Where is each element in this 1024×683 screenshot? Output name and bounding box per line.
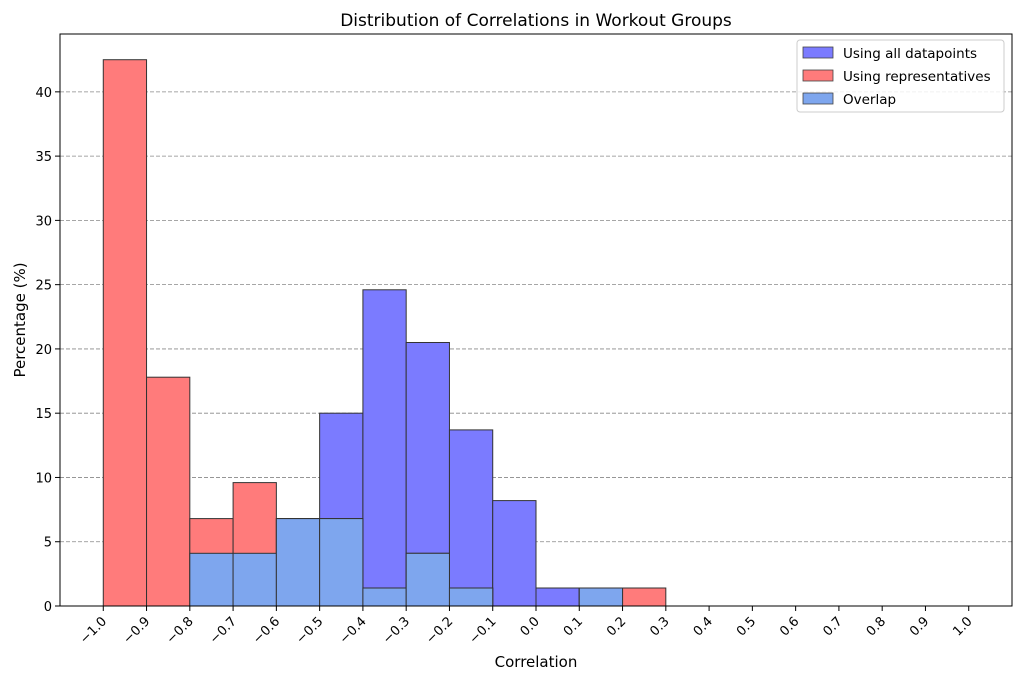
y-tick-label: 25 (35, 279, 52, 294)
x-tick-label: −0.9 (120, 614, 153, 647)
x-tick-label: 0.3 (647, 614, 672, 639)
y-axis-label: Percentage (%) (11, 262, 29, 377)
bar-overlap (448, 587, 494, 607)
legend-label-all: Using all datapoints (843, 46, 977, 62)
legend-box (796, 39, 1005, 113)
legend-label-representatives: Using representatives (843, 69, 991, 85)
x-tick-label: −0.5 (294, 614, 327, 647)
bar-all-datapoints (535, 587, 580, 607)
y-tick-label: 40 (35, 86, 52, 101)
bar-overlap (319, 518, 364, 607)
chart-title: Distribution of Correlations in Workout … (340, 11, 732, 31)
legend-swatch-all (802, 46, 834, 59)
x-axis-label: Correlation (495, 653, 578, 671)
x-tick-label: −0.1 (467, 614, 500, 647)
bar-overlap (275, 518, 321, 607)
x-tick-label: −0.8 (164, 614, 197, 647)
bar-overlap (405, 552, 450, 607)
bar-all-datapoints (448, 429, 494, 607)
legend-swatch-representatives (802, 69, 834, 82)
x-tick-label: 0.0 (518, 614, 543, 639)
x-tick-label: −0.3 (380, 614, 413, 647)
x-tick-label: 0.1 (561, 614, 586, 639)
bar-overlap (189, 552, 234, 607)
x-tick-label: 0.7 (821, 614, 846, 639)
bar-all-datapoints (492, 500, 537, 607)
x-tick-label: −0.7 (207, 614, 240, 647)
x-tick-label: 0.8 (864, 614, 889, 639)
y-tick-label: 10 (35, 471, 52, 486)
x-tick-label: −1.0 (77, 614, 110, 647)
x-axis-ticks: −1.0 −0.9 −0.8 −0.7 −0.6 −0.5 −0.4 −0.3 −0.2 −0.1… (77, 606, 976, 647)
x-tick-label: 0.4 (691, 614, 716, 639)
y-tick-label: 20 (35, 343, 52, 358)
x-tick-label: 0.6 (777, 614, 802, 639)
x-tick-label: 0.2 (604, 614, 629, 639)
x-tick-label: 0.9 (907, 614, 932, 639)
x-tick-label: −0.2 (423, 614, 456, 647)
bar-representatives (146, 376, 191, 607)
bar-overlap (362, 587, 407, 607)
y-tick-label: 0 (44, 600, 52, 615)
x-tick-label: 0.5 (734, 614, 759, 639)
x-tick-label: −0.6 (250, 614, 283, 647)
bar-all-datapoints (362, 289, 407, 607)
y-tick-label: 15 (35, 407, 52, 422)
legend: Using all datapoints Using representativ… (796, 39, 1005, 113)
y-tick-label: 5 (44, 536, 52, 551)
bar-representatives (622, 587, 667, 607)
bar-overlap (232, 552, 277, 607)
y-tick-label: 30 (35, 214, 52, 229)
bar-representatives (102, 59, 148, 607)
bars-layer (102, 59, 667, 607)
legend-label-overlap: Overlap (843, 92, 896, 108)
x-tick-label: −0.4 (337, 614, 370, 647)
bar-overlap (578, 587, 624, 607)
legend-swatch-overlap (802, 92, 834, 105)
y-tick-label: 35 (35, 150, 52, 165)
y-axis-ticks: 0 5 10 15 20 25 30 35 40 (35, 86, 60, 615)
x-tick-label: 1.0 (950, 614, 975, 639)
grid-lines (60, 91, 1012, 543)
